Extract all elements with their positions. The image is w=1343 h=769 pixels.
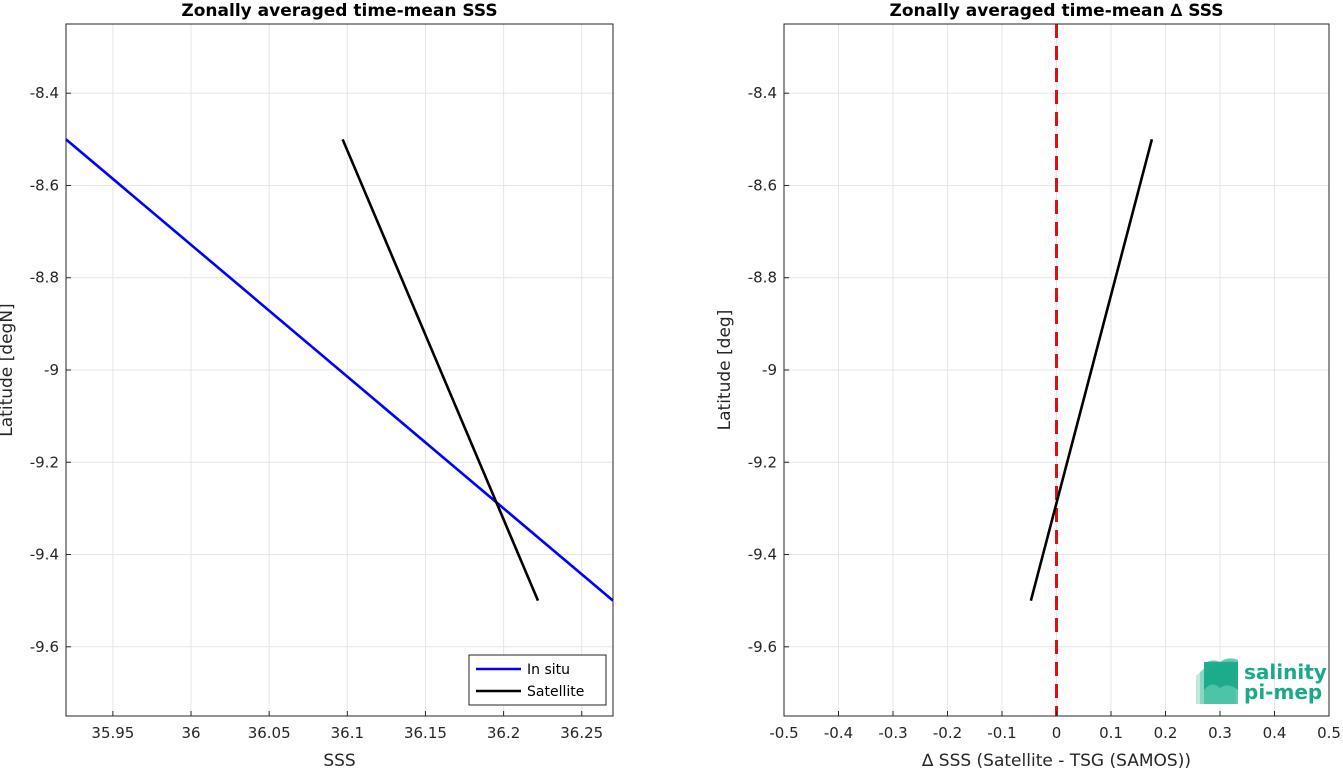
y-tick-label-9-2: -9.2 xyxy=(748,453,777,471)
y-tick-label-9-6: -9.6 xyxy=(30,638,59,656)
x-tick-label-0-3: 0.3 xyxy=(1208,724,1232,742)
x-tick-label-0-4: 0.4 xyxy=(1263,724,1287,742)
y-tick-label-9: -9 xyxy=(762,361,777,379)
wave-logo-icon xyxy=(1196,658,1238,704)
tick-labels-sss: 35.95 36 36.05 36.1 36.15 36.2 36.25 -8.4 -8.6 -8… xyxy=(30,84,604,742)
x-tick-label-36-25: 36.25 xyxy=(560,724,603,742)
y-tick-label-9-4: -9.4 xyxy=(30,546,59,564)
x-tick-label-36-05: 36.05 xyxy=(248,724,291,742)
x-tick-label-0-4: -0.4 xyxy=(824,724,853,742)
x-tick-label-0-1: -0.1 xyxy=(987,724,1016,742)
x-tick-label-35-95: 35.95 xyxy=(91,724,134,742)
salinity-pi-mep-logo: salinity pi-mep xyxy=(1196,658,1327,704)
x-tick-label-0-3: -0.3 xyxy=(878,724,907,742)
y-tick-label-9-2: -9.2 xyxy=(30,453,59,471)
series-lines-sss xyxy=(65,138,614,602)
chart-title-sss: Zonally averaged time-mean SSS xyxy=(181,1,497,21)
chart-title-delta-sss: Zonally averaged time-mean ∆ SSS xyxy=(890,1,1224,21)
y-axis-label-sss: Latitude [degN] xyxy=(0,303,17,436)
legend-entry-in-situ: In situ xyxy=(527,662,570,678)
legend-entry-satellite: Satellite xyxy=(527,684,584,700)
y-tick-label-8-8: -8.8 xyxy=(30,269,59,287)
x-tick-label-0-2: -0.2 xyxy=(933,724,962,742)
tick-labels-delta-sss: -0.5 -0.4 -0.3 -0.2 -0.1 0 0.1 0.2 0.3 0.4 0.5 -8.4… xyxy=(748,84,1341,742)
x-axis-label-sss: SSS xyxy=(323,751,355,769)
legend-box xyxy=(468,654,607,706)
y-tick-label-8-8: -8.8 xyxy=(748,269,777,287)
x-tick-label-36-1: 36.1 xyxy=(331,724,364,742)
x-tick-label-0-5: 0.5 xyxy=(1317,724,1341,742)
x-tick-label-0: 0 xyxy=(1052,724,1062,742)
panel-sss: 35.95 36 36.05 36.1 36.15 36.2 36.25 -8.4 -8.6 -8… xyxy=(0,1,614,769)
logo-text-line2: pi-mep xyxy=(1244,680,1322,704)
y-tick-label-9-4: -9.4 xyxy=(748,546,777,564)
x-tick-label-36-2: 36.2 xyxy=(487,724,520,742)
series-line-delta-0 xyxy=(1029,139,1154,601)
x-tick-label-0-2: 0.2 xyxy=(1154,724,1178,742)
y-axis-label-delta-sss: Latitude [deg] xyxy=(715,310,735,431)
legend: In situ Satellite xyxy=(468,654,607,706)
panel-delta-sss: -0.5 -0.4 -0.3 -0.2 -0.1 0 0.1 0.2 0.3 0.4 0.5 -8.4… xyxy=(715,1,1341,769)
logo-text-line1: salinity xyxy=(1244,660,1327,684)
x-tick-label-0-1: 0.1 xyxy=(1099,724,1123,742)
y-tick-label-8-6: -8.6 xyxy=(30,176,59,194)
y-tick-label-9: -9 xyxy=(44,361,59,379)
x-tick-label-36: 36 xyxy=(181,724,200,742)
y-tick-label-8-6: -8.6 xyxy=(748,176,777,194)
y-tick-label-8-4: -8.4 xyxy=(30,84,59,102)
series-line-satellite xyxy=(341,138,540,602)
y-tick-label-8-4: -8.4 xyxy=(748,84,777,102)
series-lines-delta-sss xyxy=(1029,139,1154,601)
series-line-in-situ xyxy=(65,138,614,602)
y-tick-label-9-6: -9.6 xyxy=(748,638,777,656)
x-tick-label-36-15: 36.15 xyxy=(404,724,447,742)
x-tick-label-0-5: -0.5 xyxy=(769,724,798,742)
x-axis-label-delta-sss: ∆ SSS (Satellite - TSG (SAMOS)) xyxy=(921,751,1191,769)
